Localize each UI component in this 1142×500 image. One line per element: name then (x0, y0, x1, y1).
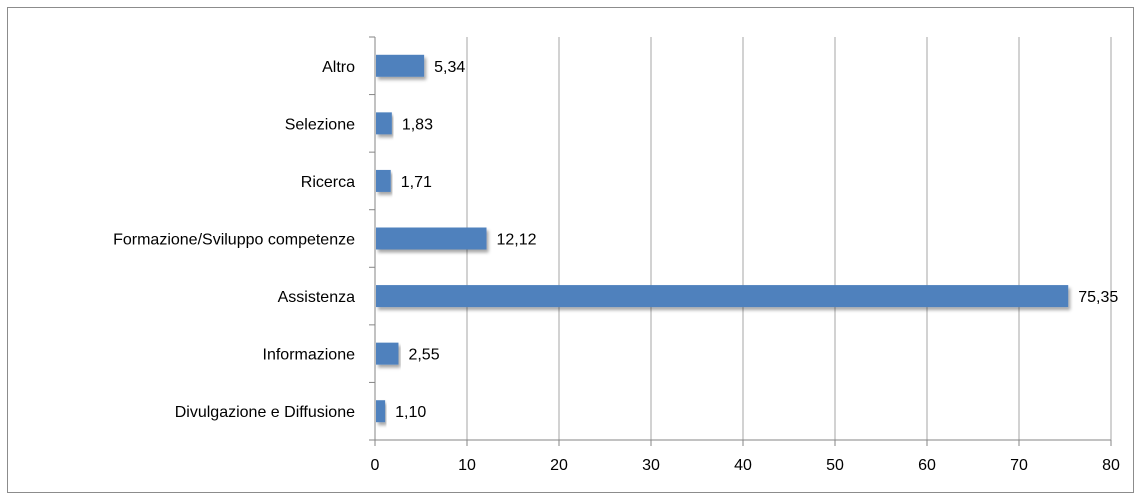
x-tick-label: 40 (734, 457, 752, 474)
category-label: Divulgazione e Diffusione (175, 404, 355, 421)
axes (369, 36, 1112, 446)
category-label: Formazione/Sviluppo competenze (113, 232, 355, 249)
bar (376, 400, 386, 423)
gridlines (466, 37, 1112, 440)
x-tick-label: 30 (642, 457, 660, 474)
bar (376, 169, 391, 192)
data-label: 75,35 (1078, 289, 1118, 306)
x-tick-label: 50 (826, 457, 844, 474)
labels: 0 10 20 30 40 50 60 70 80 Altro 5,34 Selezione 1,83 R… (113, 59, 1120, 474)
x-tick-label: 20 (550, 457, 568, 474)
category-label: Ricerca (301, 174, 355, 191)
data-label: 2,55 (408, 347, 439, 364)
bar (376, 342, 399, 365)
x-tick-label: 10 (458, 457, 476, 474)
data-label: 1,71 (401, 174, 432, 191)
data-label: 5,34 (434, 59, 465, 76)
chart-area (7, 7, 1134, 493)
data-label: 1,10 (395, 404, 426, 421)
category-label: Selezione (285, 116, 355, 133)
category-label: Altro (322, 59, 355, 76)
bar (376, 112, 392, 135)
category-label: Informazione (263, 347, 356, 364)
data-label: 1,83 (402, 116, 433, 133)
bar (376, 227, 487, 250)
bar (376, 54, 425, 77)
x-tick-label: 70 (1010, 457, 1028, 474)
x-tick-label: 80 (1102, 457, 1120, 474)
bar (376, 285, 1069, 308)
x-tick-label: 60 (918, 457, 936, 474)
x-tick-label: 0 (371, 457, 380, 474)
bars (376, 54, 1069, 423)
category-label: Assistenza (278, 289, 355, 306)
data-label: 12,12 (497, 232, 537, 249)
